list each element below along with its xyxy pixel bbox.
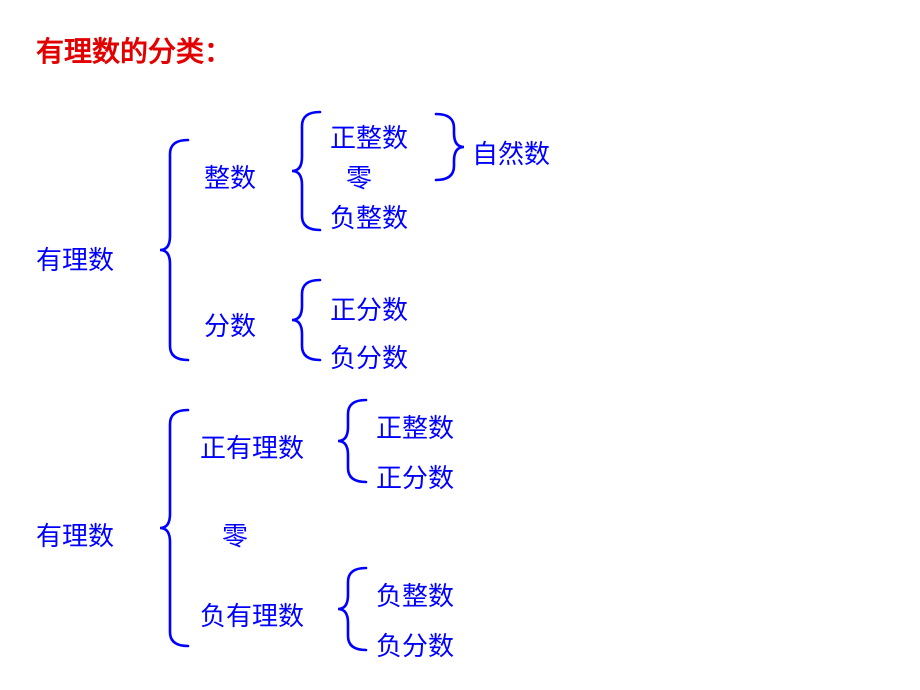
tree2-brace-main	[160, 410, 202, 650]
tree2-brace-pos	[338, 400, 380, 486]
tree2-neg-rational: 负有理数	[200, 596, 304, 633]
tree1-fraction: 分数	[204, 306, 256, 343]
tree1-neg-integer: 负整数	[330, 198, 408, 235]
tree2-pos-integer: 正整数	[376, 408, 454, 445]
tree1-zero: 零	[346, 158, 372, 195]
tree2-neg-fraction: 负分数	[376, 626, 454, 663]
tree1-neg-fraction: 负分数	[330, 338, 408, 375]
tree1-integer: 整数	[204, 158, 256, 195]
tree2-pos-fraction: 正分数	[376, 458, 454, 495]
tree2-brace-neg	[338, 568, 380, 654]
tree1-root: 有理数	[36, 240, 114, 277]
tree1-brace-main	[160, 140, 202, 364]
page-title: 有理数的分类：	[36, 30, 232, 70]
tree2-neg-integer: 负整数	[376, 576, 454, 613]
tree2-pos-rational: 正有理数	[200, 428, 304, 465]
diagram-stage: 有理数的分类： 有理数 整数 分数 正整数 零 负整数 自然数 正分数 负分数 …	[0, 0, 920, 690]
tree1-pos-integer: 正整数	[330, 118, 408, 155]
tree1-brace-fraction	[292, 280, 334, 364]
tree1-natural: 自然数	[472, 134, 550, 171]
tree1-brace-integer	[292, 112, 334, 234]
tree2-zero: 零	[222, 516, 248, 553]
tree2-root: 有理数	[36, 516, 114, 553]
tree1-pos-fraction: 正分数	[330, 290, 408, 327]
